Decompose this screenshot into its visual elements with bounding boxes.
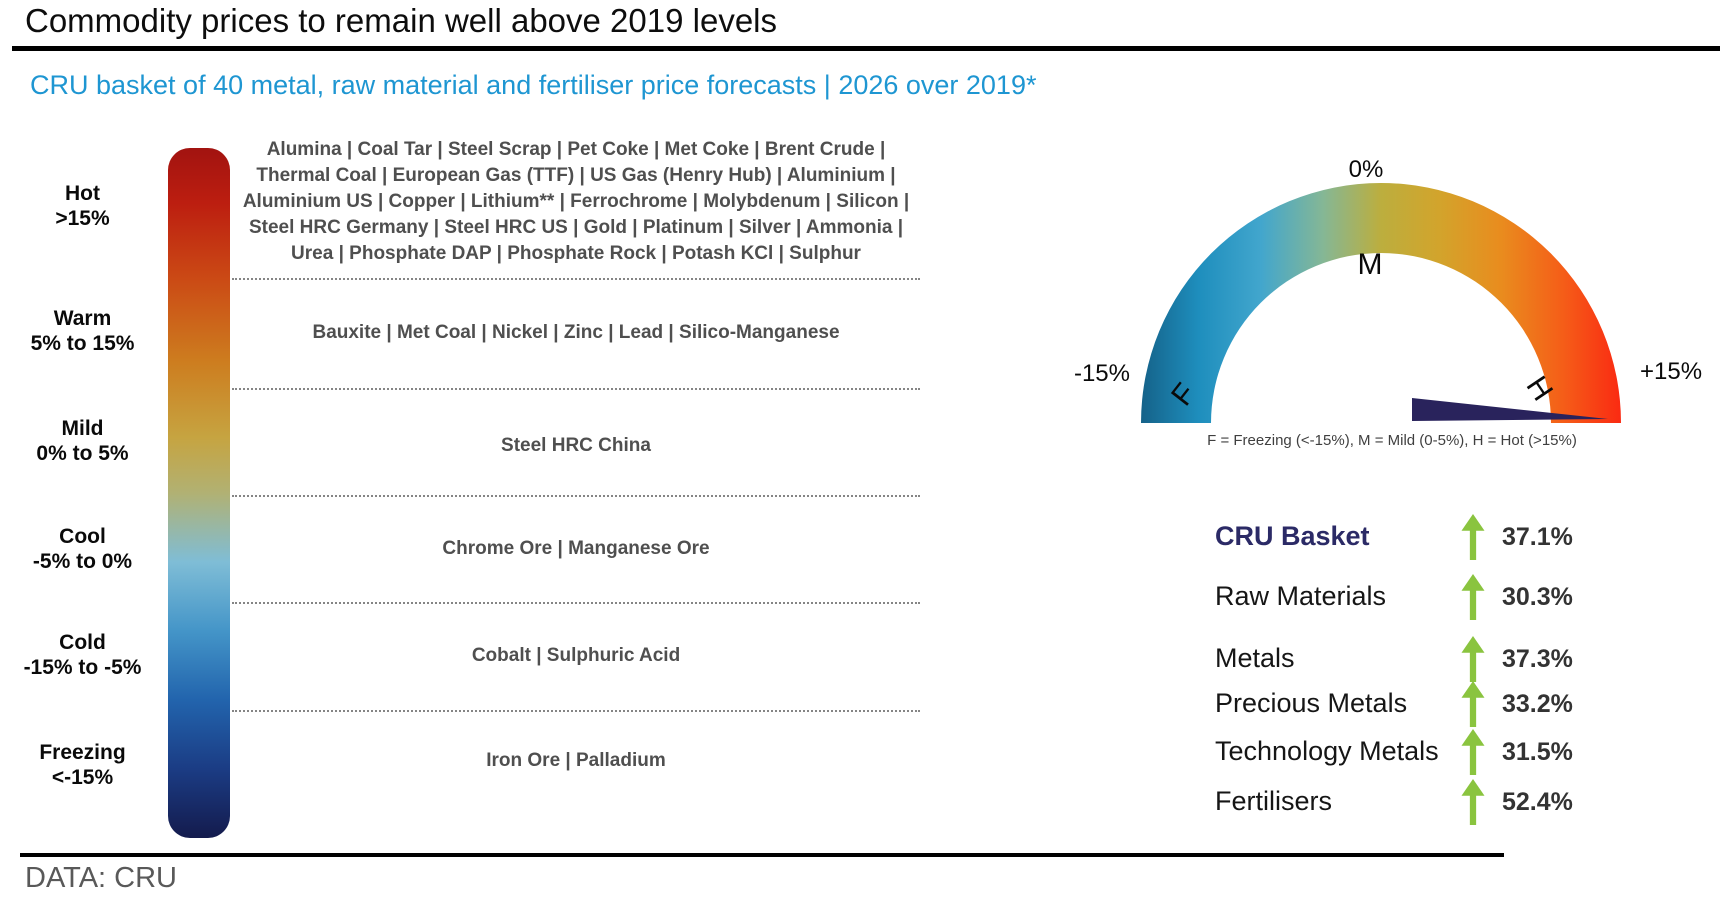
commodity-list-hot: Alumina | Coal Tar | Steel Scrap | Pet C… xyxy=(242,139,910,264)
level-label-hot: Hot >15% xyxy=(5,181,160,231)
data-source: DATA: CRU xyxy=(25,862,177,894)
footer-divider xyxy=(20,853,1504,857)
commodity-list-freezing: Iron Ore | Palladium xyxy=(486,750,666,771)
page-title: Commodity prices to remain well above 20… xyxy=(25,2,778,39)
level-label-cold: Cold -15% to -5% xyxy=(5,630,160,680)
level-range: >15% xyxy=(55,207,110,230)
stat-value-precious-metals: 33.2% xyxy=(1502,690,1573,718)
level-name: Hot xyxy=(65,182,100,205)
gauge-tick-min: -15% xyxy=(1073,360,1130,387)
level-range: <-15% xyxy=(51,766,114,789)
stat-label-technology-metals: Technology Metals xyxy=(1215,736,1439,766)
dashed-divider xyxy=(232,602,920,604)
up-arrow-icon xyxy=(1461,729,1485,775)
up-arrow-icon xyxy=(1461,779,1485,825)
up-arrow-icon xyxy=(1461,681,1485,727)
stat-value-fertilisers: 52.4% xyxy=(1502,788,1573,816)
stat-value-raw-materials: 30.3% xyxy=(1502,583,1573,611)
stat-label-fertilisers: Fertilisers xyxy=(1215,786,1333,816)
level-label-warm: Warm 5% to 15% xyxy=(5,306,160,356)
level-label-mild: Mild 0% to 5% xyxy=(5,416,160,466)
commodity-list-warm: Bauxite | Met Coal | Nickel | Zinc | Lea… xyxy=(312,322,840,343)
dashed-divider xyxy=(232,710,920,712)
stat-label-precious-metals: Precious Metals xyxy=(1215,688,1408,718)
level-range: 5% to 15% xyxy=(30,332,135,355)
stat-value-metals: 37.3% xyxy=(1502,645,1573,673)
level-label-cool: Cool -5% to 0% xyxy=(5,524,160,574)
thermometer-gradient-bar xyxy=(168,148,230,838)
gauge-legend-caption: F = Freezing (<-15%), M = Mild (0-5%), H… xyxy=(1207,432,1577,449)
stat-label-metals: Metals xyxy=(1215,643,1295,673)
level-name: Cold xyxy=(59,631,106,654)
gauge-zone-mild: M xyxy=(1357,248,1383,281)
level-range: -15% to -5% xyxy=(23,656,142,679)
commodity-list-cool: Chrome Ore | Manganese Ore xyxy=(442,538,710,559)
dashed-divider xyxy=(232,278,920,280)
stat-label-raw-materials: Raw Materials xyxy=(1215,581,1387,611)
gauge-arc xyxy=(1141,183,1621,423)
dashed-divider xyxy=(232,495,920,497)
level-label-freezing: Freezing <-15% xyxy=(5,740,160,790)
stat-value-cru-basket: 37.1% xyxy=(1502,523,1573,551)
level-name: Freezing xyxy=(39,741,126,764)
level-name: Warm xyxy=(53,307,112,330)
chart-subtitle: CRU basket of 40 metal, raw material and… xyxy=(30,70,1037,100)
gauge-tick-max: +15% xyxy=(1640,358,1703,385)
up-arrow-icon xyxy=(1461,514,1485,560)
level-range: -5% to 0% xyxy=(32,550,133,573)
gauge-chart xyxy=(1141,183,1621,423)
gauge-tick-zero: 0% xyxy=(1348,156,1384,183)
gauge-needle xyxy=(1412,398,1608,421)
stat-value-technology-metals: 31.5% xyxy=(1502,738,1573,766)
level-name: Cool xyxy=(59,525,106,548)
title-divider xyxy=(12,46,1720,51)
stat-label-cru-basket: CRU Basket xyxy=(1215,521,1370,551)
commodity-list-mild: Steel HRC China xyxy=(501,435,651,456)
up-arrow-icon xyxy=(1461,636,1485,682)
level-name: Mild xyxy=(61,417,104,440)
up-arrow-icon xyxy=(1461,574,1485,620)
dashed-divider xyxy=(232,388,920,390)
level-range: 0% to 5% xyxy=(36,442,129,465)
commodity-list-cold: Cobalt | Sulphuric Acid xyxy=(471,645,681,666)
